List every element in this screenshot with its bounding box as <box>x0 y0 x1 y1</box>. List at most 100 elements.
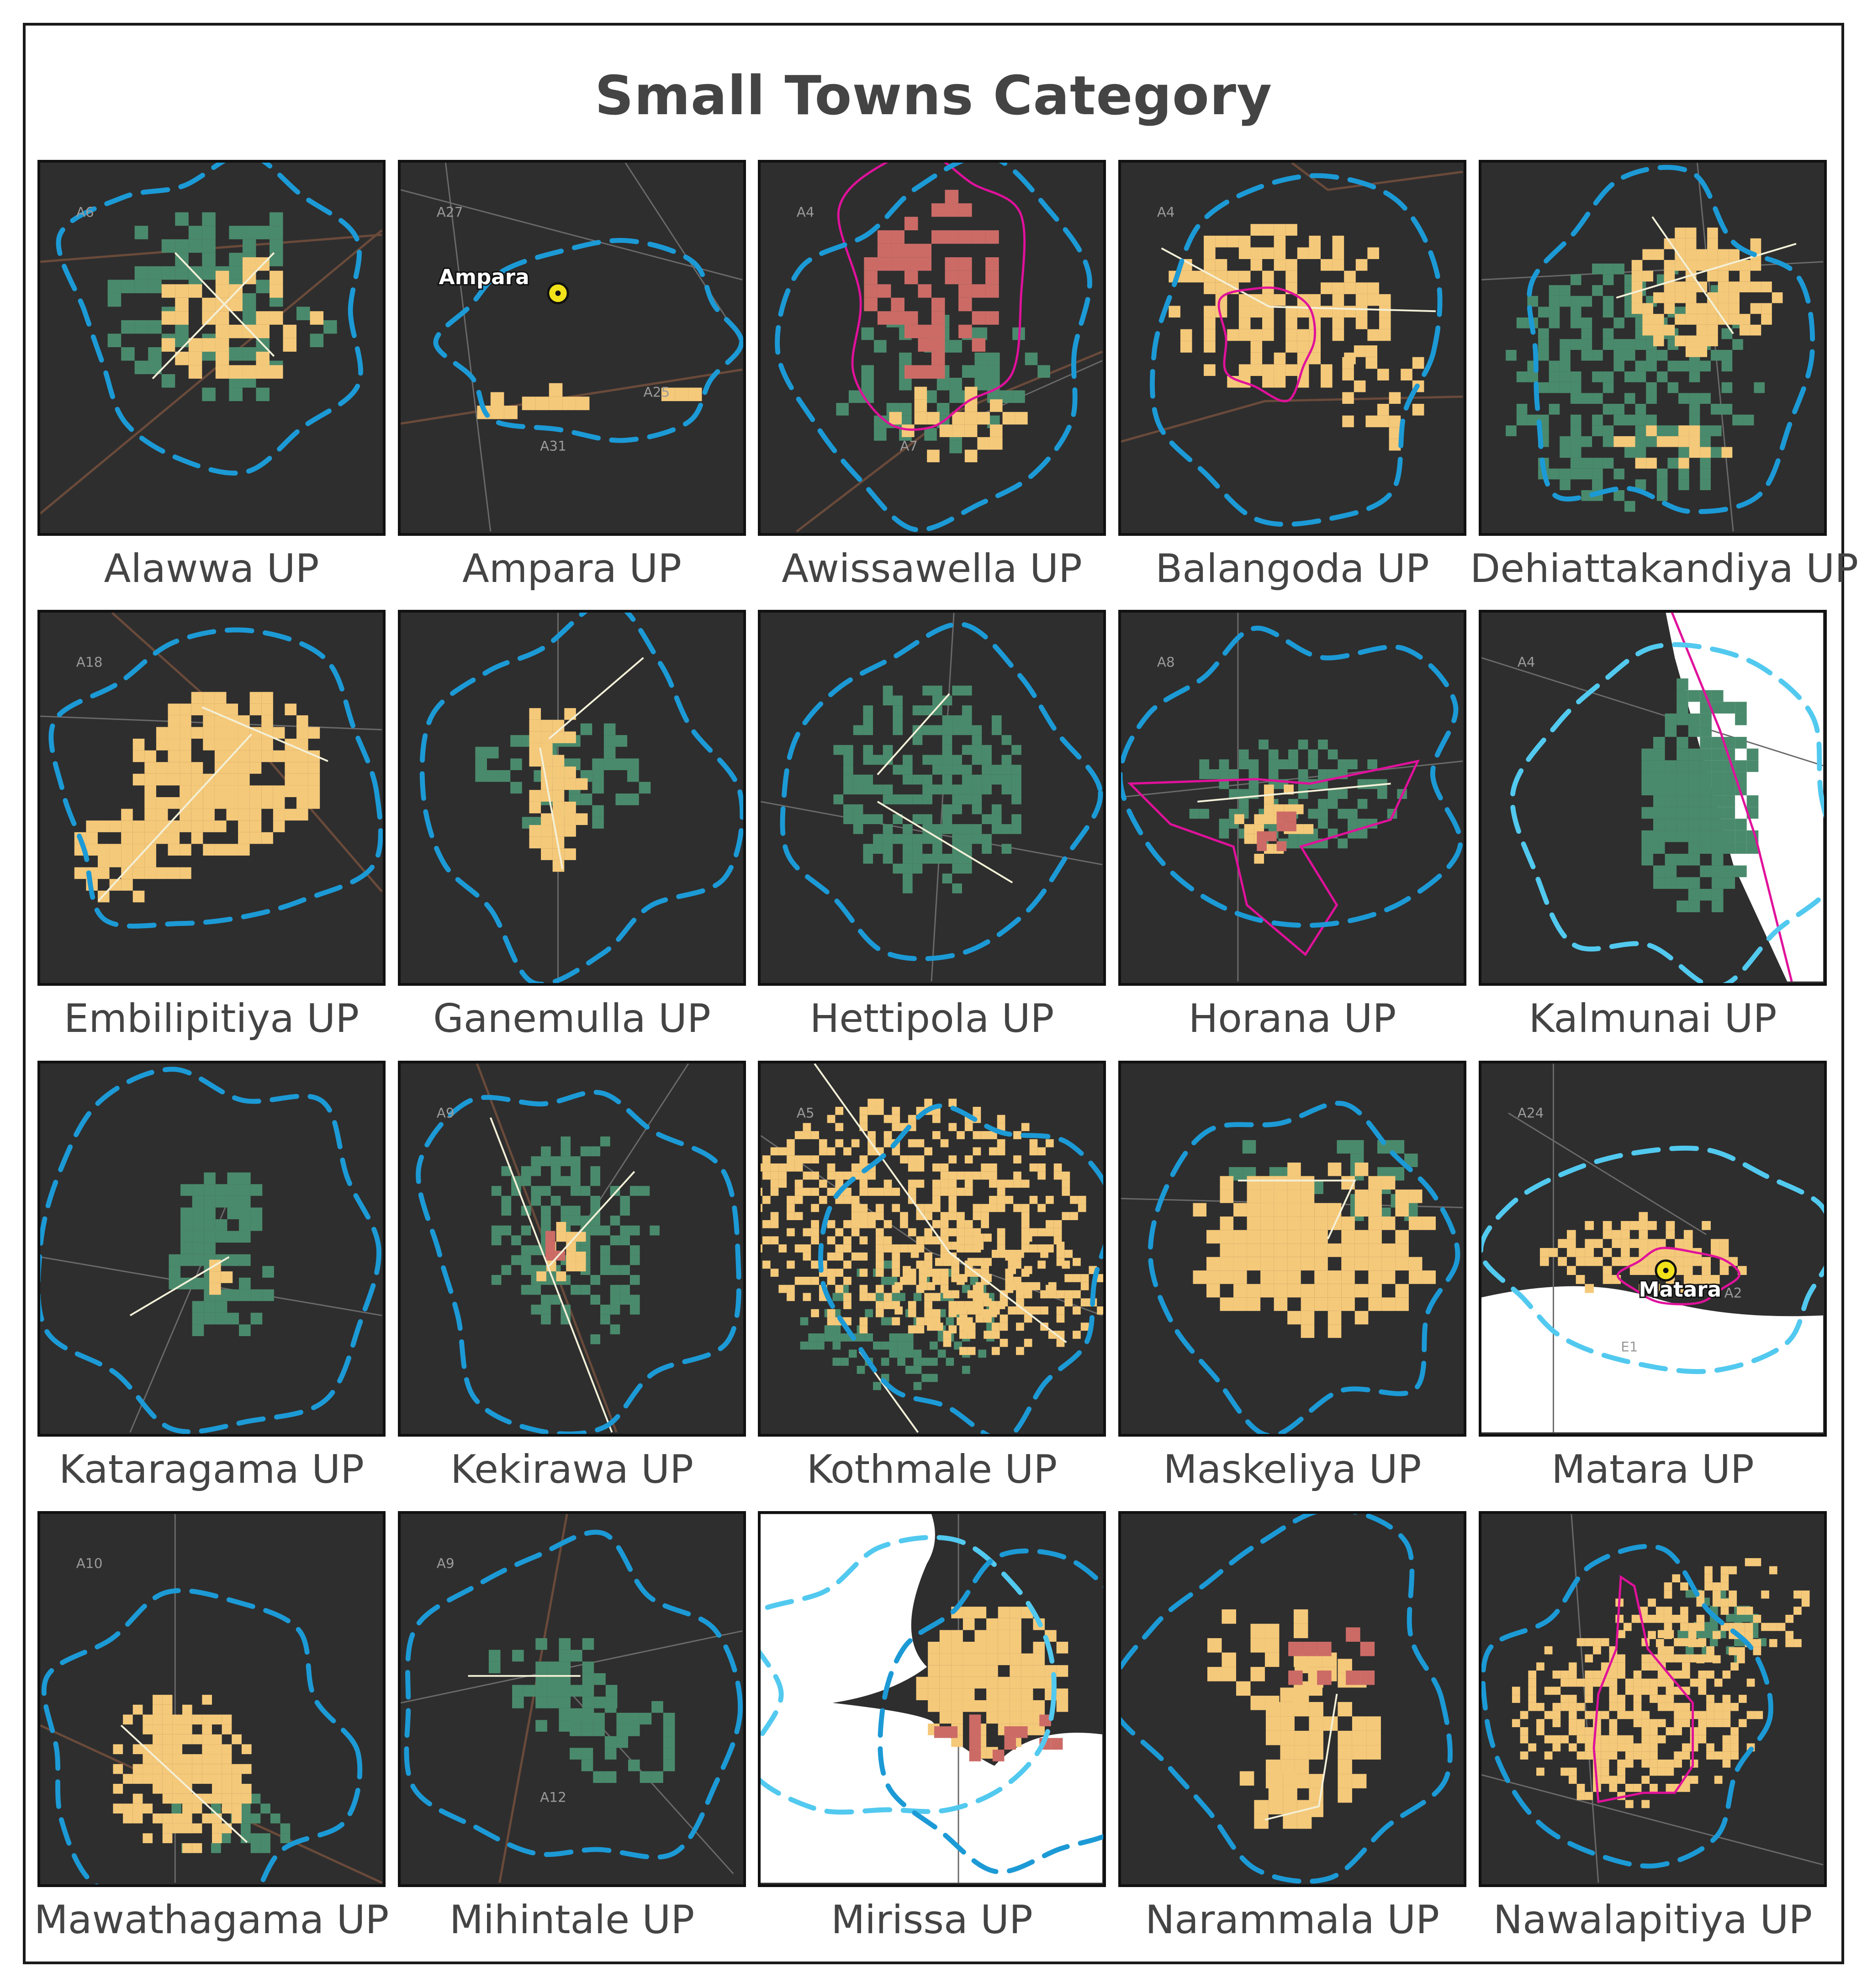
vegetation-cell <box>1710 1622 1718 1630</box>
vegetation-cell <box>561 1136 571 1147</box>
vegetation-cell <box>932 705 942 715</box>
vegetation-cell <box>192 1231 204 1243</box>
vegetation-cell <box>962 705 972 715</box>
urban-cell <box>1585 1654 1593 1663</box>
urban-cell <box>1064 1249 1073 1258</box>
urban-cell <box>973 1106 981 1115</box>
vegetation-cell <box>883 854 893 864</box>
urban-cell <box>916 1676 928 1689</box>
vegetation-cell <box>1665 783 1677 796</box>
urban-cell <box>1685 281 1697 292</box>
vegetation-cell <box>161 239 175 253</box>
vegetation-cell <box>889 1333 898 1342</box>
vegetation-cell <box>952 824 962 834</box>
urban-cell <box>867 1220 876 1228</box>
vegetation-cell <box>873 1341 881 1350</box>
urban-cell <box>1180 270 1192 283</box>
town-center-dot <box>555 291 561 296</box>
town-road <box>201 706 328 762</box>
urban-cell <box>113 1744 123 1755</box>
urban-cell <box>843 1188 852 1196</box>
urban-cell <box>1666 1230 1675 1239</box>
urban-cell <box>238 785 250 798</box>
vegetation-cell <box>1592 479 1603 491</box>
urban-cell <box>1046 1228 1054 1237</box>
urban-cell <box>1667 436 1679 447</box>
urban-cell <box>859 1317 868 1326</box>
urban-cell <box>1000 1314 1008 1323</box>
vegetation-cell <box>1603 296 1614 307</box>
urban-cell <box>1696 1655 1705 1664</box>
urban-cell <box>859 1171 868 1180</box>
buffer-outline <box>878 1548 1103 1875</box>
vegetation-cell <box>1001 844 1012 854</box>
urban-cell <box>1314 1216 1328 1230</box>
urban-cell <box>1024 1290 1032 1299</box>
vegetation-cell <box>1735 819 1747 830</box>
urban-cell <box>1729 1598 1737 1607</box>
urban-cell <box>948 1155 957 1163</box>
vegetation-cell <box>121 280 135 293</box>
urban-cell <box>1698 1671 1707 1679</box>
urban-cell <box>109 844 122 856</box>
urban-cell <box>1222 1652 1236 1667</box>
urban-cell <box>787 1155 795 1163</box>
urban-cell <box>1379 294 1391 306</box>
buffer-outline <box>1150 173 1443 527</box>
land-use-cells <box>477 383 702 419</box>
vegetation-cell <box>893 834 903 844</box>
urban-cell <box>1761 1623 1769 1631</box>
vegetation-cell <box>952 755 962 765</box>
urban-cell <box>212 1754 222 1764</box>
urban-cell <box>1625 1735 1634 1744</box>
vegetation-cell <box>800 1317 809 1326</box>
urban-cell <box>1528 1678 1537 1687</box>
urban-cell <box>296 809 308 821</box>
panel-caption: Ganemulla UP <box>433 996 711 1042</box>
urban-cell <box>1688 1631 1697 1639</box>
vegetation-cell <box>897 1349 905 1358</box>
vegetation-cell <box>972 834 982 844</box>
urban-cell <box>948 1195 957 1204</box>
vegetation-cell <box>1603 371 1614 382</box>
urban-cell <box>1719 1239 1729 1248</box>
vegetation-cell <box>175 212 189 226</box>
urban-cell <box>811 1260 819 1269</box>
urban-cell <box>1576 1678 1585 1687</box>
vegetation-cell <box>239 1184 251 1196</box>
urban-cell <box>1294 1687 1309 1702</box>
urban-cell <box>549 397 563 410</box>
vegetation-cell <box>323 320 337 334</box>
vegetation-cell <box>843 745 853 755</box>
urban-cell <box>1601 1767 1609 1776</box>
vegetation-cell <box>1665 725 1677 737</box>
vegetation-cell <box>843 784 853 795</box>
urban-cell <box>1685 346 1697 357</box>
urban-cell <box>1010 1653 1021 1665</box>
urban-cell <box>1696 346 1708 357</box>
dense-urban-cell <box>904 324 918 338</box>
vegetation-cell <box>250 1833 261 1843</box>
urban-cell <box>997 1147 1005 1156</box>
urban-cell <box>1664 270 1675 282</box>
vegetation-cell <box>501 1205 512 1216</box>
urban-cell <box>1664 1614 1672 1623</box>
dense-urban-cell <box>1276 821 1287 831</box>
urban-cell <box>900 1212 908 1220</box>
vegetation-cell <box>620 1295 630 1305</box>
urban-cell <box>1021 1123 1030 1131</box>
urban-cell <box>1264 804 1274 814</box>
urban-cell <box>1722 1735 1731 1744</box>
urban-cell <box>1617 1767 1625 1776</box>
urban-cell <box>1707 238 1718 249</box>
urban-cell <box>1314 1230 1328 1244</box>
urban-cell <box>1536 1719 1544 1728</box>
vegetation-cell <box>229 226 243 239</box>
urban-cell <box>296 785 308 798</box>
vegetation-cell <box>913 1358 922 1366</box>
vegetation-cell <box>912 794 923 804</box>
vegetation-cell <box>883 844 893 854</box>
urban-cell <box>835 1285 844 1293</box>
map-canvas: A10 <box>40 1514 383 1884</box>
vegetation-cell <box>903 883 913 894</box>
